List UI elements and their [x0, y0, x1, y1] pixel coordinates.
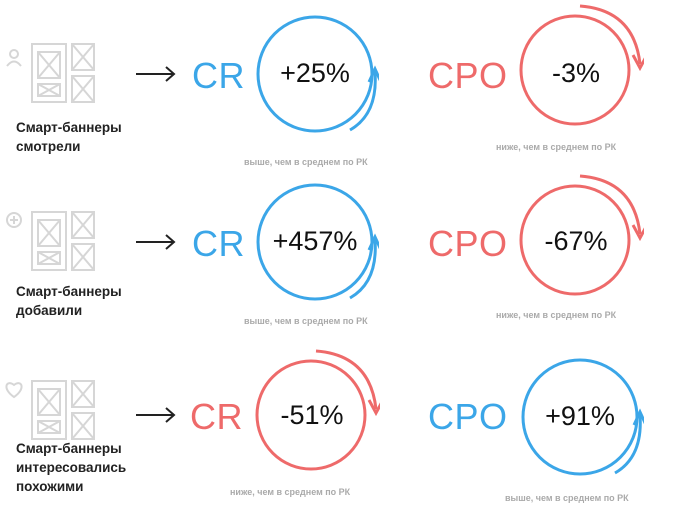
cr-label: CR [190, 396, 243, 437]
cpo-note: ниже, чем в среднем по РК [496, 310, 617, 320]
metrics-row-3: Смарт-баннеры интересовались похожими CR… [0, 345, 676, 520]
row-caption: Смарт-баннеры смотрели [16, 118, 176, 156]
caption-line: Смарт-баннеры [16, 441, 122, 456]
cpo-value: +91% [545, 401, 615, 431]
cpo-label: CPO [428, 55, 508, 96]
ring-up-icon [256, 183, 379, 301]
metrics-row-1: Смарт-баннеры смотрели CR +25% выше, чем… [0, 0, 676, 170]
cpo-label: CPO [428, 396, 508, 437]
ring-up-icon [521, 358, 644, 476]
caption-line: смотрели [16, 139, 81, 154]
ring-down-icon [255, 349, 380, 471]
cr-note: выше, чем в среднем по РК [244, 157, 368, 167]
ring-down-icon [519, 174, 644, 296]
caption-line: похожими [16, 479, 84, 494]
caption-line: интересовались [16, 460, 127, 475]
ring-down-icon [519, 4, 644, 126]
smart-banner-wireframe-icon [6, 211, 95, 271]
caption-line: Смарт-баннеры [16, 284, 122, 299]
smart-banner-wireframe-icon [6, 43, 95, 103]
cpo-value: -67% [544, 226, 608, 256]
caption-line: Смарт-баннеры [16, 120, 122, 135]
cr-value: -51% [280, 400, 344, 430]
cr-note: выше, чем в среднем по РК [244, 316, 368, 326]
cr-value: +457% [272, 226, 358, 256]
caption-line: добавили [16, 303, 83, 318]
right-arrow-icon [136, 66, 176, 82]
ring-up-icon [256, 15, 379, 133]
cpo-value: -3% [551, 58, 600, 88]
row-caption: Смарт-баннеры добавили [16, 282, 176, 320]
cr-value: +25% [280, 58, 350, 88]
smart-banner-wireframe-icon [5, 380, 95, 440]
cr-label: CR [192, 55, 245, 96]
cr-note: ниже, чем в среднем по РК [230, 487, 351, 497]
cr-label: CR [192, 223, 245, 264]
right-arrow-icon [136, 234, 176, 250]
cpo-note: выше, чем в среднем по РК [505, 493, 629, 503]
cpo-note: ниже, чем в среднем по РК [496, 142, 617, 152]
metrics-row-2: Смарт-баннеры добавили CR +457% выше, че… [0, 170, 676, 340]
row-caption: Смарт-баннеры интересовались похожими [16, 439, 176, 496]
right-arrow-icon [136, 407, 176, 423]
cpo-label: CPO [428, 223, 508, 264]
